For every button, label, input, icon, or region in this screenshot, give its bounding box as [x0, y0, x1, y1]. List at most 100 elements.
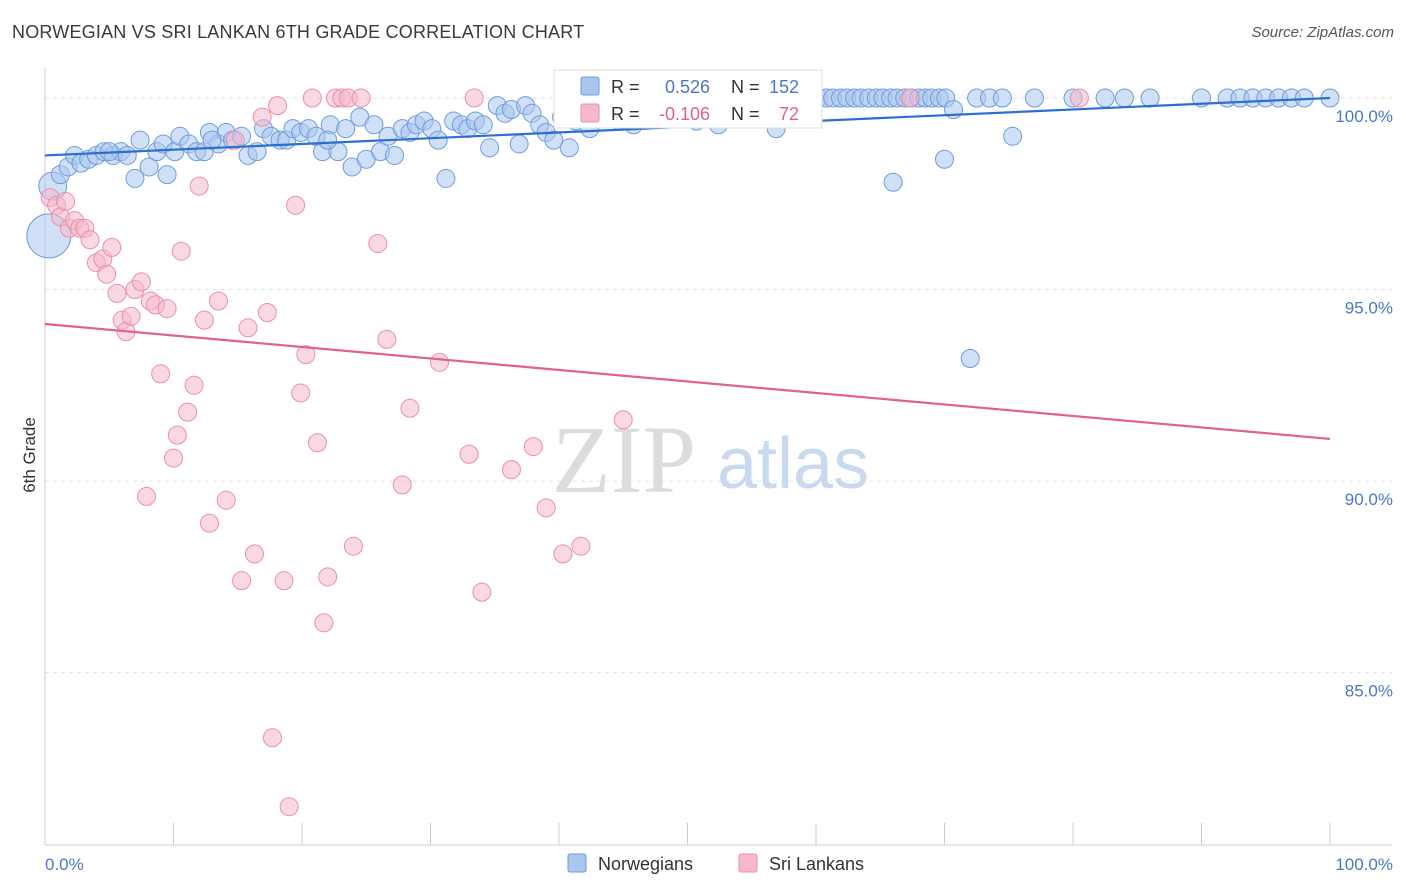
sri-lankans-point [343, 536, 363, 556]
norwegians-point [125, 168, 145, 188]
sri-lankans-point [900, 88, 920, 108]
sri-lankans-point [368, 234, 388, 254]
norwegians-point [318, 130, 338, 150]
sri-lankans-point [97, 264, 117, 284]
y-tick-label: 85.0% [1345, 682, 1393, 701]
sri-lankans-point [536, 498, 556, 518]
norwegians-point [428, 130, 448, 150]
sri-lankans-point [252, 107, 272, 127]
norwegians-point [559, 138, 579, 158]
sri-lankans-point [151, 364, 171, 384]
sri-lankans-points [40, 88, 1089, 817]
sri-lankans-point [286, 195, 306, 215]
stat-n-label-2: N = [731, 104, 760, 124]
sri-lankans-point [377, 329, 397, 349]
sri-lankans-point [291, 383, 311, 403]
norwegians-point [139, 157, 159, 177]
sri-lankans-point [318, 567, 338, 587]
sri-lankans-point [262, 728, 282, 748]
sri-lankans-point [238, 318, 258, 338]
sri-lankans-point [56, 191, 76, 211]
sri-lankans-point [232, 571, 252, 591]
norwegians-point [1024, 88, 1044, 108]
norwegians-point [1095, 88, 1115, 108]
sri-lankans-point [400, 398, 420, 418]
sri-lankans-point [171, 241, 191, 261]
stat-n-value-2: 72 [779, 104, 799, 124]
sri-lankans-point [459, 444, 479, 464]
sri-lankans-point [184, 375, 204, 395]
sri-lankans-point [102, 237, 122, 257]
bottom-legend: Norwegians Sri Lankans [567, 853, 864, 874]
legend-swatch-blue [580, 76, 600, 96]
sri-lankans-point [302, 88, 322, 108]
norwegians-point [935, 149, 954, 169]
sri-lankans-point [194, 310, 214, 330]
stat-n-label-1: N = [731, 77, 760, 97]
sri-lankans-point [464, 88, 484, 108]
stat-r-value-1: 0.526 [665, 77, 710, 97]
sri-lankans-point [244, 544, 264, 564]
sri-lankans-point [274, 571, 294, 591]
sri-lankans-point [307, 433, 327, 453]
norwegians-point [960, 348, 980, 368]
bottom-legend-swatch-norwegians [567, 853, 587, 873]
x-tick-label: 100.0% [1335, 855, 1393, 874]
norwegians-point [883, 172, 903, 192]
sri-lankans-point [613, 410, 633, 430]
bottom-legend-swatch-sri-lankans [738, 853, 758, 873]
sri-lankans-point [107, 283, 127, 303]
sri-lankans-point [257, 303, 277, 323]
sri-lankans-point [178, 402, 198, 422]
source-label: Source: ZipAtlas.com [1251, 24, 1394, 41]
norwegians-point [544, 130, 564, 150]
watermark: ZIP atlas [552, 406, 869, 513]
watermark-atlas: atlas [717, 424, 869, 504]
bottom-legend-label-sri-lankans: Sri Lankans [769, 854, 864, 874]
sri-lankans-point [571, 536, 591, 556]
sri-lankans-point [268, 96, 288, 116]
norwegians-points [26, 88, 1340, 368]
norwegians-point [336, 119, 356, 139]
y-tick-labels: 100.0% 95.0% 90.0% 85.0% [1335, 107, 1393, 701]
sri-lankans-trend-line [44, 322, 1331, 441]
sri-lankans-point [167, 425, 187, 445]
sri-lankans-point [501, 460, 521, 480]
norwegians-point [385, 145, 405, 165]
norwegians-point [473, 115, 493, 135]
sri-lankans-point [472, 582, 492, 602]
stats-legend: R = 0.526 N = 152 R = -0.106 N = 72 [553, 69, 823, 129]
sri-lankans-point [80, 230, 100, 250]
stat-r-label-2: R = [611, 104, 640, 124]
norwegians-point [509, 134, 529, 154]
y-tick-label: 90.0% [1345, 490, 1393, 509]
bottom-legend-label-norwegians: Norwegians [598, 854, 693, 874]
sri-lankans-point [279, 797, 299, 817]
sri-lankans-point [131, 272, 151, 292]
norwegians-point [202, 130, 222, 150]
norwegians-point [1140, 88, 1160, 108]
norwegians-point [117, 145, 137, 165]
stat-r-value-2: -0.106 [659, 104, 710, 124]
sri-lankans-point [208, 291, 228, 311]
axes [44, 68, 1392, 846]
y-axis-title: 6th Grade [20, 417, 39, 493]
x-tick-label: 0.0% [45, 855, 84, 874]
norwegians-point [480, 138, 500, 158]
sri-lankans-point [157, 299, 177, 319]
x-tick-labels: 0.0% 100.0% [45, 855, 1393, 874]
chart-title: NORWEGIAN VS SRI LANKAN 6TH GRADE CORREL… [12, 22, 585, 42]
norwegians-point [157, 165, 177, 185]
norwegians-point [436, 168, 456, 188]
norwegians-point [130, 130, 150, 150]
sri-lankans-point [553, 544, 573, 564]
norwegians-point [992, 88, 1012, 108]
sri-lankans-point [164, 448, 183, 468]
legend-swatch-pink [580, 103, 600, 123]
sri-lankans-point [392, 475, 412, 495]
norwegians-point [1114, 88, 1134, 108]
stat-r-label-1: R = [611, 77, 640, 97]
sri-lankans-point [199, 513, 219, 533]
sri-lankans-point [216, 490, 236, 510]
